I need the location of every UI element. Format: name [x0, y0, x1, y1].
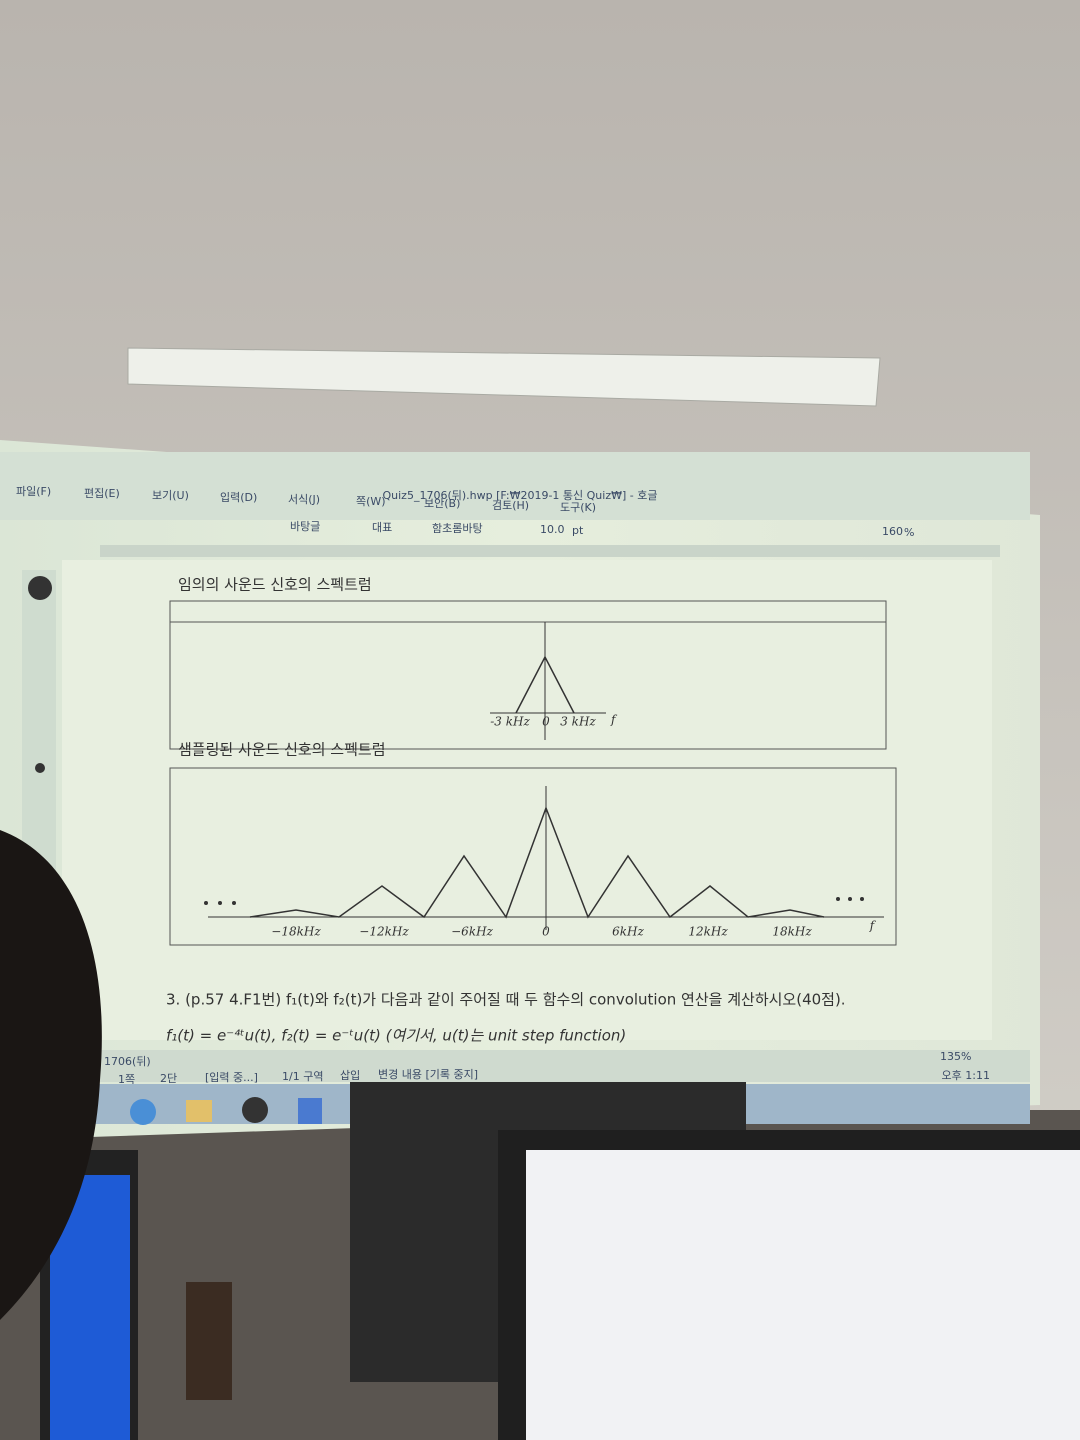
clock: 오후 1:11 [942, 1069, 990, 1082]
monitor-screen [526, 1150, 1080, 1440]
section-title: 임의의 사운드 신호의 스펙트럼 [178, 576, 372, 594]
axis-labels: −18kHz −12kHz −6kHz 0 6kHz 12kHz 18kHz f [271, 919, 876, 939]
axis-label: 3 kHz [560, 715, 596, 729]
toolbar-field[interactable]: 바탕글 [290, 520, 320, 533]
menu-item[interactable]: 파일(F) [16, 484, 51, 498]
toolbar-field[interactable]: pt [572, 524, 584, 537]
axis-label: f [869, 919, 877, 933]
status-item: 1/1 구역 [282, 1070, 323, 1083]
menu-item[interactable]: 입력(D) [220, 491, 257, 504]
menu-item[interactable]: 서식(J) [288, 493, 320, 506]
ceiling-light [127, 347, 881, 407]
ellipsis [204, 897, 864, 905]
axis-label: −6kHz [451, 925, 493, 939]
status-item: 변경 내용 [기록 중지] [378, 1068, 478, 1081]
menu-area [0, 452, 1030, 520]
taskbar-icon[interactable] [242, 1097, 268, 1123]
status-bar [0, 1050, 1030, 1082]
zoom: 135% [940, 1050, 971, 1063]
drink-can [186, 1282, 232, 1400]
tool-icon [35, 763, 45, 773]
person-head [0, 830, 102, 1320]
toolbar-field[interactable]: 대표 [372, 521, 392, 534]
status-item: [입력 중...] [205, 1071, 258, 1084]
menu-item[interactable]: 편집(E) [84, 487, 120, 500]
menu-item[interactable]: 쪽(W) [356, 495, 386, 508]
ruler [100, 545, 1000, 557]
spectrum [249, 805, 825, 919]
document-page [62, 560, 992, 1040]
taskbar-icon[interactable] [186, 1100, 212, 1122]
status-item: 1쪽 [118, 1073, 135, 1086]
toolbar-field[interactable]: 함초롬바탕 [432, 522, 483, 535]
menu-item[interactable]: 보기(U) [152, 489, 189, 502]
window-title: Quiz5_1706(뒤).hwp [F:₩2019-1 통신 Quiz₩] -… [383, 489, 658, 502]
formula: f₁(t) = e⁻⁴ᵗu(t), f₂(t) = e⁻ᵗu(t) (여기서, … [166, 1027, 626, 1045]
toolbar-field[interactable]: % [904, 526, 914, 539]
axis-label: -3 kHz [490, 715, 530, 729]
menu-item[interactable]: 보안(B) [424, 497, 460, 510]
toolbar-field[interactable]: 160 [882, 525, 903, 538]
toolbar: 바탕글 대표 함초롬바탕 10.0 pt 160% [290, 520, 914, 539]
chart-box [169, 767, 897, 946]
doc-tab[interactable]: 1706(뒤) [104, 1055, 151, 1068]
axis-label: 6kHz [612, 925, 644, 939]
axis-label: 0 [542, 925, 550, 939]
menu-bar: 파일(F) 편집(E) 보기(U) 입력(D) 서식(J) 쪽(W) 보안(B) 검토(H) 도… [16, 484, 596, 514]
tool-panel [22, 570, 56, 890]
status-item: 삽입 [340, 1069, 360, 1082]
taskbar-icon[interactable] [298, 1098, 322, 1124]
axis-label: 12kHz [688, 925, 728, 939]
taskbar-icon[interactable] [130, 1099, 156, 1125]
axis-label: −12kHz [359, 925, 409, 939]
tool-icon [28, 576, 52, 600]
axis-label: −18kHz [271, 925, 321, 939]
axis-label: f [610, 713, 618, 727]
spectrum [515, 655, 575, 714]
section-title: 샘플링된 사운드 신호의 스펙트럼 [178, 741, 386, 759]
axis-label: 18kHz [772, 925, 812, 939]
chart-box [169, 600, 887, 750]
status-item: 2단 [160, 1072, 177, 1085]
axis-label: 0 [542, 715, 550, 729]
toolbar-field[interactable]: 10.0 [540, 523, 565, 536]
menu-item[interactable]: 검토(H) [492, 499, 529, 512]
status-items: 1쪽 2단 [입력 중...] 1/1 구역 삽입 변경 내용 [기록 중지] [118, 1068, 478, 1086]
menu-item[interactable]: 도구(K) [560, 501, 596, 514]
question: 3. (p.57 4.F1번) f₁(t)와 f₂(t)가 다음과 같이 주어질… [166, 991, 846, 1009]
